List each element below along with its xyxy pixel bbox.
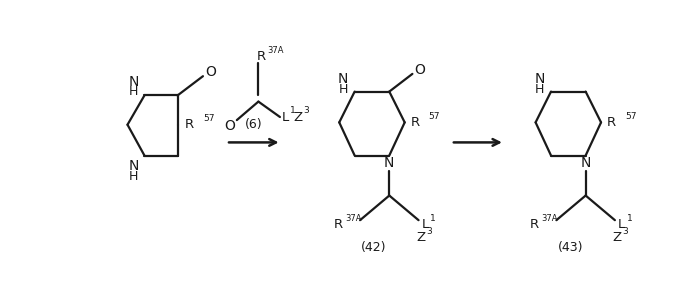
Text: N: N (581, 156, 591, 170)
Text: 57: 57 (625, 112, 637, 121)
Text: 3: 3 (426, 227, 432, 236)
Text: O: O (225, 119, 235, 133)
Text: Z: Z (613, 232, 622, 244)
Text: 37A: 37A (267, 46, 284, 55)
Text: L: L (618, 218, 625, 231)
Text: (43): (43) (558, 241, 583, 254)
Text: R: R (185, 118, 194, 131)
Text: 57: 57 (429, 112, 440, 121)
Text: 57: 57 (203, 114, 214, 123)
Text: R: R (334, 218, 343, 231)
Text: 37A: 37A (542, 214, 558, 223)
Text: O: O (415, 63, 426, 77)
Text: N: N (534, 72, 544, 85)
Text: 3: 3 (303, 106, 309, 115)
Text: L: L (281, 111, 289, 124)
Text: R: R (607, 116, 616, 129)
Text: Z: Z (293, 111, 302, 124)
Text: O: O (205, 65, 216, 79)
Text: H: H (129, 170, 138, 183)
Text: H: H (129, 85, 138, 98)
Text: N: N (338, 72, 348, 85)
Text: N: N (128, 159, 139, 173)
Text: 1: 1 (626, 214, 632, 223)
Text: R: R (257, 50, 266, 63)
Text: 1: 1 (430, 214, 436, 223)
Text: N: N (384, 156, 394, 170)
Text: 37A: 37A (346, 214, 362, 223)
Text: (42): (42) (361, 241, 387, 254)
Text: H: H (339, 83, 348, 96)
Text: R: R (530, 218, 540, 231)
Text: 1: 1 (290, 106, 296, 115)
Text: H: H (535, 83, 544, 96)
Text: N: N (128, 74, 139, 89)
Text: (6): (6) (245, 118, 262, 131)
Text: L: L (422, 218, 429, 231)
Text: Z: Z (416, 232, 425, 244)
Text: R: R (411, 116, 420, 129)
Text: 3: 3 (623, 227, 628, 236)
